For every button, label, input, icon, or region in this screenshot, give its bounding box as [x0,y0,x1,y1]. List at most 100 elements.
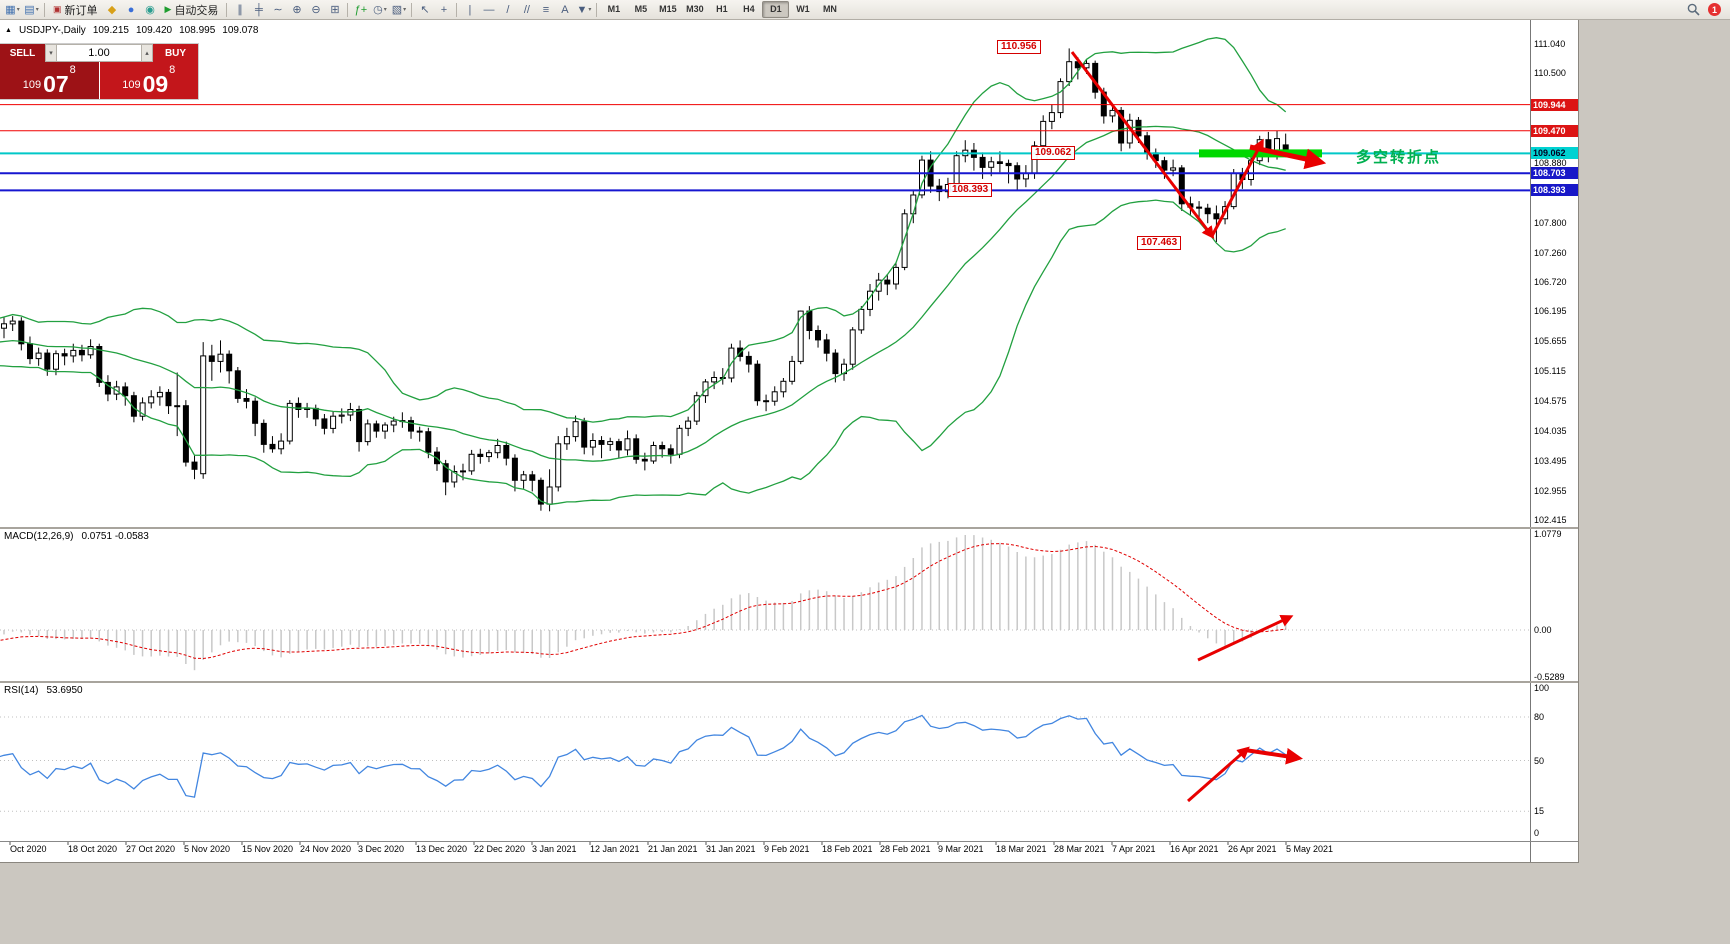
price-tick-label: 106.720 [1534,277,1567,287]
date-label: 7 Apr 2021 [1112,844,1156,854]
search-icon[interactable] [1687,3,1700,16]
date-label: 13 Dec 2020 [416,844,468,854]
date-label: 27 Oct 2020 [126,844,176,854]
volume-decrease-button[interactable]: ▾ [45,44,57,62]
macd-indicator-label: MACD(12,26,9) 0.0751 -0.0583 [4,531,149,542]
toolbar-separator [596,2,598,17]
price-annotation-107.463[interactable]: 107.463 [1137,236,1182,250]
date-label: 26 Apr 2021 [1228,844,1277,854]
text-label-icon[interactable]: A [561,3,569,16]
date-label: 28 Mar 2021 [1054,844,1105,854]
line-chart-icon[interactable]: ∼ [273,4,283,16]
price-level-badge: 108.703 [1531,167,1578,179]
timeframe-button-m30[interactable]: M30 [686,4,704,14]
rsi-arrow [1187,746,1250,803]
trend-arrow [1249,144,1327,170]
notification-badge[interactable]: 1 [1708,3,1721,16]
sell-price-button[interactable]: 109 07 8 [0,62,99,99]
panel-separator[interactable] [0,527,1578,529]
equidistant-channel-icon[interactable]: // [523,3,530,16]
date-label: 5 May 2021 [1286,844,1334,854]
price-annotation-109.062[interactable]: 109.062 [1031,146,1076,160]
toolbar-separator [44,2,45,17]
vertical-line-icon[interactable]: | [468,3,472,16]
timeframe-button-mn[interactable]: MN [822,4,837,14]
date-label: 21 Jan 2021 [648,844,698,854]
collapse-arrow-icon[interactable]: ▲ [5,27,12,34]
templates-icon[interactable]: ▧ ▾ [391,4,407,16]
timeframe-button-m1[interactable]: M1 [607,4,621,14]
macd-tick-label: 1.0779 [1534,529,1562,539]
price-tick-label: 111.040 [1534,39,1566,49]
toolbar-groups: ▦ ▾ ▤ ▾ ▣ 新订单 ◆ ● ◉ ▶ 自动交易 ∥ ╪ ∼ ⊕ ⊖ ⊞ ƒ+ ◷ ▾ ▧ ▾ ↖ + | — ///≡ A ▼ ▾ M… [3,1,843,18]
volume-increase-button[interactable]: ▴ [141,44,153,62]
date-label: 28 Feb 2021 [880,844,931,854]
date-label: Oct 2020 [10,844,47,854]
buy-price-sup: 8 [169,64,176,76]
price-annotation-110.956[interactable]: 110.956 [997,40,1041,54]
date-label: 18 Mar 2021 [996,844,1047,854]
toolbar: ▦ ▾ ▤ ▾ ▣ 新订单 ◆ ● ◉ ▶ 自动交易 ∥ ╪ ∼ ⊕ ⊖ ⊞ ƒ+ ◷ ▾ ▧ ▾ ↖ + | — ///≡ A ▼ ▾ M… [0,0,1730,20]
timeframe-button-h1[interactable]: H1 [716,4,728,14]
toolbar-separator [347,2,349,17]
toolbar-right: 1 [1687,3,1727,16]
rsi-tick-label: 15 [1534,806,1545,816]
panel-separator[interactable] [0,681,1578,683]
buy-button[interactable]: BUY [153,44,198,62]
help-icon[interactable]: ◉ [145,4,155,16]
price-annotation-108.393[interactable]: 108.393 [948,183,993,197]
new-chart-icon[interactable]: ▦ ▾ [5,4,20,16]
date-label: 24 Nov 2020 [300,844,352,854]
macd-tick-label: -0.5289 [1534,672,1565,682]
rsi-arrow [1244,747,1303,765]
price-scale[interactable]: 111.040 110.500 108.880 107.800 107.260 106.7… [1530,20,1578,862]
periods-icon[interactable]: ◷ ▾ [373,4,387,16]
macd-tick-label: 0.00 [1534,625,1552,635]
indicators-icon[interactable]: ƒ+ [354,3,368,16]
timeframe-button-h4[interactable]: H4 [743,4,755,14]
buy-price-prefix: 109 [122,79,141,92]
rsi-line [0,714,1287,798]
ohlc-close: 109.078 [222,25,259,36]
zoom-out-icon[interactable]: ⊖ [311,4,321,16]
community-icon[interactable]: ● [127,3,135,16]
cursor-icon[interactable]: ↖ [420,4,430,16]
chart-window: ▲ USDJPY-,Daily 109.215 109.420 108.995 … [0,20,1579,863]
price-chart-canvas[interactable] [0,20,1578,862]
price-tick-label: 103.495 [1534,456,1567,466]
chart-symbol-period: USDJPY-,Daily [18,25,86,36]
tile-windows-icon[interactable]: ⊞ [330,4,340,16]
arrows-tool-icon[interactable]: ▼ ▾ [576,3,592,16]
volume-input[interactable] [57,44,141,62]
horizontal-line-icon[interactable]: — [483,3,495,16]
trend-arrow [1070,51,1215,240]
bar-chart-icon[interactable]: ∥ [237,4,243,16]
price-tick-label: 102.415 [1534,515,1567,525]
main-price-panel [0,37,1530,512]
candlestick-chart-icon[interactable]: ╪ [255,3,263,16]
fibonacci-icon[interactable]: ≡ [542,3,550,16]
price-tick-label: 105.655 [1534,336,1567,346]
buy-price-button[interactable]: 109 09 8 [99,62,198,99]
price-tick-label: 105.115 [1534,366,1566,376]
profiles-icon[interactable]: ▤ ▾ [24,4,39,16]
crosshair-icon[interactable]: + [440,3,448,16]
date-label: 12 Jan 2021 [590,844,640,854]
time-axis-line [0,841,1578,842]
vps-icon[interactable]: ◆ [107,4,117,16]
sell-button[interactable]: SELL [0,44,45,62]
new-order-button[interactable]: ▣ 新订单 [48,2,103,18]
turning-point-note: 多空转折点 [1356,149,1442,166]
timeframe-button-m5[interactable]: M5 [634,4,648,14]
timeframe-button-m15[interactable]: M15 [659,4,677,14]
price-level-badge: 109.470 [1531,125,1578,137]
workspace: ▲ USDJPY-,Daily 109.215 109.420 108.995 … [0,20,1730,944]
zoom-in-icon[interactable]: ⊕ [292,4,302,16]
timeframe-button-w1[interactable]: W1 [796,4,810,14]
date-label: 18 Feb 2021 [822,844,873,854]
autotrading-button[interactable]: ▶ 自动交易 [160,2,224,18]
trendline-icon[interactable]: / [506,3,510,16]
sell-price-prefix: 109 [22,79,42,92]
timeframe-button-d1[interactable]: D1 [762,1,790,18]
